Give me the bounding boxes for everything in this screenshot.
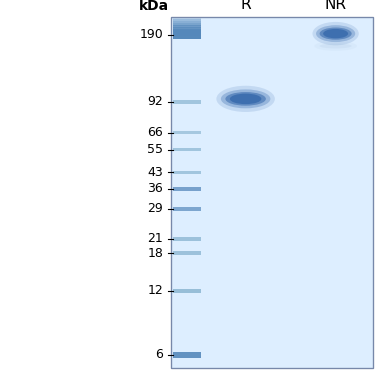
Text: 18: 18 bbox=[147, 247, 163, 259]
Ellipse shape bbox=[221, 89, 270, 108]
Ellipse shape bbox=[320, 44, 352, 48]
Ellipse shape bbox=[312, 22, 359, 45]
FancyBboxPatch shape bbox=[171, 17, 373, 368]
Text: NR: NR bbox=[325, 0, 346, 12]
FancyBboxPatch shape bbox=[173, 289, 201, 293]
Ellipse shape bbox=[323, 29, 348, 38]
Text: 92: 92 bbox=[147, 95, 163, 108]
Ellipse shape bbox=[320, 27, 352, 40]
FancyBboxPatch shape bbox=[173, 171, 201, 174]
FancyBboxPatch shape bbox=[173, 27, 201, 33]
Ellipse shape bbox=[216, 86, 275, 112]
Ellipse shape bbox=[316, 25, 355, 42]
FancyBboxPatch shape bbox=[173, 23, 201, 28]
Text: 43: 43 bbox=[147, 166, 163, 179]
FancyBboxPatch shape bbox=[173, 237, 201, 241]
FancyBboxPatch shape bbox=[173, 20, 201, 23]
Ellipse shape bbox=[225, 92, 266, 106]
FancyBboxPatch shape bbox=[173, 352, 201, 358]
Text: kDa: kDa bbox=[139, 0, 169, 13]
FancyBboxPatch shape bbox=[173, 21, 201, 26]
Text: R: R bbox=[240, 0, 251, 12]
Text: 6: 6 bbox=[155, 348, 163, 361]
FancyBboxPatch shape bbox=[173, 25, 201, 31]
Text: 36: 36 bbox=[147, 182, 163, 195]
Text: 21: 21 bbox=[147, 232, 163, 245]
FancyBboxPatch shape bbox=[173, 207, 201, 211]
FancyBboxPatch shape bbox=[173, 30, 201, 39]
FancyBboxPatch shape bbox=[173, 28, 201, 36]
FancyBboxPatch shape bbox=[173, 187, 201, 191]
Text: 190: 190 bbox=[140, 28, 163, 41]
Ellipse shape bbox=[314, 41, 357, 51]
FancyBboxPatch shape bbox=[173, 100, 201, 104]
Text: 66: 66 bbox=[147, 126, 163, 139]
Text: 12: 12 bbox=[147, 284, 163, 297]
Ellipse shape bbox=[230, 94, 261, 104]
FancyBboxPatch shape bbox=[173, 131, 201, 134]
FancyBboxPatch shape bbox=[173, 30, 201, 39]
FancyBboxPatch shape bbox=[173, 251, 201, 255]
FancyBboxPatch shape bbox=[173, 148, 201, 151]
Text: 29: 29 bbox=[147, 202, 163, 215]
FancyBboxPatch shape bbox=[173, 18, 201, 21]
Text: 55: 55 bbox=[147, 143, 163, 156]
